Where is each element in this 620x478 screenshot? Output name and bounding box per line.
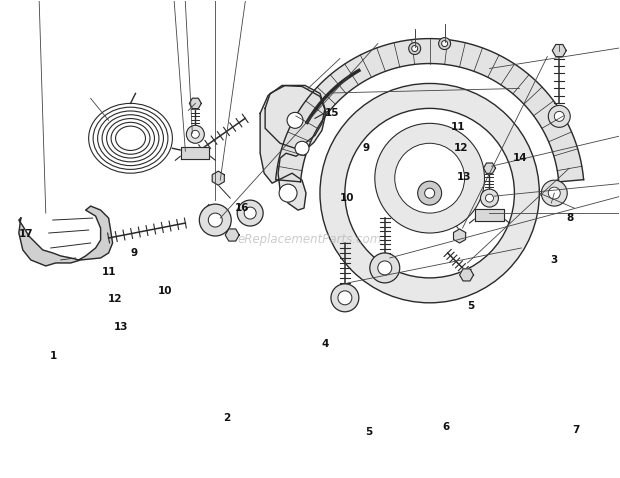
Circle shape: [295, 141, 309, 155]
Text: 9: 9: [362, 143, 369, 153]
Circle shape: [370, 253, 400, 283]
Polygon shape: [260, 86, 326, 210]
Circle shape: [409, 43, 421, 54]
Circle shape: [378, 261, 392, 275]
Polygon shape: [459, 269, 474, 281]
Text: 11: 11: [102, 267, 117, 277]
Text: 12: 12: [454, 143, 469, 153]
Polygon shape: [19, 206, 113, 266]
Text: 17: 17: [19, 229, 33, 239]
Circle shape: [395, 143, 464, 213]
Text: 12: 12: [108, 293, 123, 304]
Circle shape: [345, 109, 515, 278]
Circle shape: [375, 123, 484, 233]
Circle shape: [338, 291, 352, 305]
Circle shape: [541, 180, 567, 206]
Circle shape: [192, 130, 199, 138]
Polygon shape: [474, 209, 505, 221]
Circle shape: [199, 204, 231, 236]
Polygon shape: [276, 39, 583, 182]
Circle shape: [244, 207, 256, 219]
Text: 16: 16: [235, 203, 249, 213]
Text: 10: 10: [157, 286, 172, 296]
Polygon shape: [182, 147, 210, 159]
Text: 9: 9: [130, 248, 138, 258]
Text: 8: 8: [566, 213, 574, 223]
Circle shape: [187, 125, 205, 143]
Text: 10: 10: [340, 194, 355, 204]
Polygon shape: [265, 86, 325, 148]
Circle shape: [320, 84, 539, 303]
Text: 5: 5: [365, 427, 373, 437]
Circle shape: [237, 200, 263, 226]
Circle shape: [425, 188, 435, 198]
Polygon shape: [484, 163, 495, 174]
Circle shape: [548, 105, 570, 127]
Text: 4: 4: [322, 339, 329, 349]
Text: 11: 11: [451, 122, 466, 132]
Circle shape: [418, 181, 441, 205]
Circle shape: [548, 187, 560, 199]
Circle shape: [208, 213, 222, 227]
Circle shape: [412, 45, 418, 52]
Text: 15: 15: [324, 108, 339, 118]
Circle shape: [480, 189, 498, 207]
Text: 14: 14: [513, 153, 528, 163]
Polygon shape: [189, 98, 202, 109]
Text: 7: 7: [572, 424, 580, 435]
Polygon shape: [453, 229, 466, 243]
Text: 13: 13: [114, 322, 129, 332]
Circle shape: [438, 38, 451, 50]
Circle shape: [485, 194, 494, 202]
Circle shape: [279, 184, 297, 202]
Text: 6: 6: [443, 422, 450, 432]
Text: 2: 2: [223, 413, 230, 423]
Polygon shape: [225, 229, 239, 241]
Text: eReplacementParts.com: eReplacementParts.com: [238, 232, 382, 246]
Circle shape: [331, 284, 359, 312]
Text: 5: 5: [467, 301, 474, 311]
Text: 3: 3: [551, 255, 558, 265]
Circle shape: [554, 111, 564, 121]
Polygon shape: [212, 171, 224, 185]
Text: 1: 1: [50, 351, 57, 361]
Circle shape: [287, 112, 303, 128]
Text: 13: 13: [458, 172, 472, 182]
Polygon shape: [552, 44, 566, 56]
Circle shape: [441, 41, 448, 46]
